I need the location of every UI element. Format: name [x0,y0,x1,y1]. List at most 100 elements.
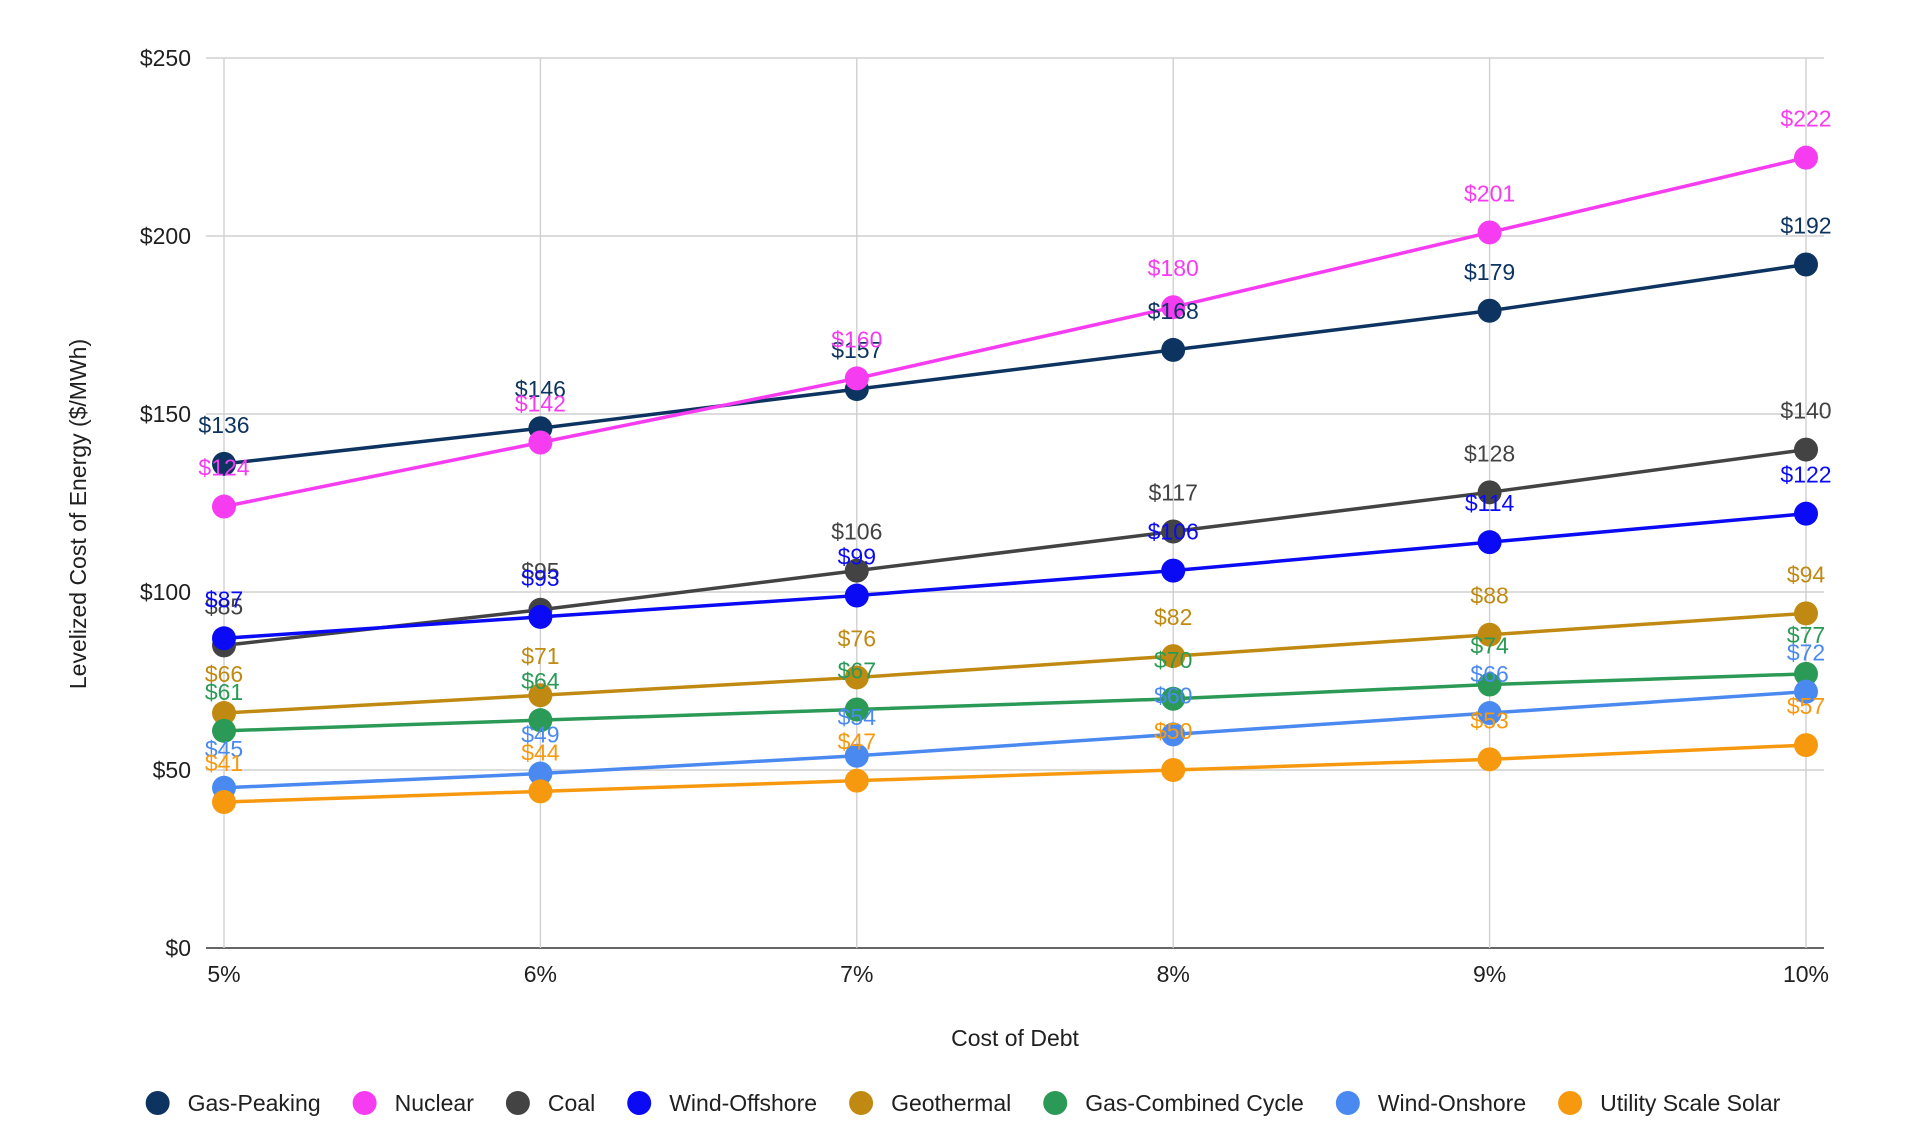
legend-item: Nuclear [352,1090,475,1116]
data-point-utility-scale-solar [1161,758,1186,782]
x-tick-label: 7% [840,961,873,987]
data-label-gas-combined-cycle: $70 [1154,647,1192,673]
data-label-geothermal: $66 [205,661,243,687]
legend-marker [145,1091,170,1115]
data-point-wind-offshore [528,604,553,629]
data-label-gas-combined-cycle: $74 [1470,633,1509,659]
y-tick-label: $150 [140,401,191,427]
x-tick-label: 10% [1783,961,1829,987]
legend-item: Utility Scale Solar [1558,1090,1781,1116]
legend-item: Geothermal [849,1090,1011,1116]
legend-marker [849,1091,874,1115]
legend-marker [627,1091,652,1115]
data-label-utility-scale-solar: $41 [205,750,243,776]
data-point-geothermal [1161,644,1186,669]
legend-marker [1335,1091,1360,1115]
data-label-utility-scale-solar: $44 [521,739,560,765]
data-point-gas-combined-cycle [1477,672,1502,697]
data-label-nuclear: $201 [1464,180,1515,206]
data-point-wind-onshore [1794,679,1818,704]
data-labels: $136 $146 $157 $168 $179 $192 $124 $142 $160 $180… [198,106,1831,776]
data-label-gas-peaking: $179 [1464,259,1515,285]
x-tick-label: 5% [207,961,240,987]
data-label-gas-peaking: $136 [198,412,249,438]
data-point-wind-onshore [844,743,869,768]
data-label-wind-onshore: $60 [1154,682,1192,708]
legend-label: Geothermal [891,1090,1011,1116]
data-label-geothermal: $71 [521,643,559,669]
data-point-coal [844,558,869,583]
series-lines [223,155,1807,804]
series-line-utility-scale-solar [223,743,1807,804]
data-point-geothermal [1477,622,1502,647]
data-label-nuclear: $142 [515,390,566,416]
data-point-nuclear [212,494,236,519]
series-line-nuclear [223,155,1807,509]
data-label-gas-peaking: $157 [831,337,882,363]
legend-marker [505,1091,530,1115]
legend-marker [1558,1091,1583,1115]
data-label-wind-offshore: $122 [1780,462,1831,488]
data-label-wind-onshore: $49 [521,722,559,748]
data-label-wind-offshore: $87 [205,586,243,612]
data-point-wind-offshore [1794,501,1818,526]
data-label-geothermal: $82 [1154,604,1192,630]
legend-label: Utility Scale Solar [1600,1090,1781,1116]
legend-label: Wind-Onshore [1378,1090,1526,1116]
data-point-utility-scale-solar [528,779,553,804]
data-point-gas-peaking [1794,252,1818,277]
data-point-coal [1794,437,1818,462]
data-point-wind-offshore [1477,530,1502,555]
x-tick-label: 6% [524,961,557,987]
data-point-utility-scale-solar [1477,747,1502,772]
series-line-gas-peaking [223,262,1807,466]
data-label-wind-onshore: $54 [838,704,877,730]
data-point-wind-offshore [844,583,869,608]
data-point-wind-onshore [1477,701,1502,726]
legend-label: Wind-Offshore [669,1090,817,1116]
data-point-gas-combined-cycle [528,708,553,733]
data-label-coal: $85 [205,593,243,619]
data-point-wind-onshore [528,761,553,786]
data-label-wind-offshore: $93 [521,565,559,591]
data-label-coal: $140 [1780,398,1831,424]
data-label-wind-onshore: $72 [1787,640,1825,666]
data-label-wind-offshore: $114 [1465,490,1515,516]
data-label-wind-offshore: $99 [838,544,876,570]
data-point-utility-scale-solar [1794,733,1818,758]
data-point-nuclear [1794,145,1818,170]
data-point-coal [1161,519,1186,544]
data-label-utility-scale-solar: $57 [1787,693,1825,719]
data-point-gas-peaking [212,451,236,476]
data-label-nuclear: $222 [1780,106,1831,132]
series-line-coal [223,447,1807,648]
legend-label: Gas-Combined Cycle [1085,1090,1304,1116]
data-point-nuclear [844,366,869,391]
data-label-geothermal: $76 [838,625,876,651]
data-point-nuclear [1161,295,1186,320]
data-point-utility-scale-solar [212,790,236,815]
series-line-geothermal [223,611,1807,715]
x-axis-title: Cost of Debt [951,1025,1079,1051]
legend-label: Nuclear [395,1090,475,1116]
data-label-utility-scale-solar: $47 [838,729,876,755]
data-point-coal [1477,480,1502,505]
data-label-wind-onshore: $45 [205,736,243,762]
y-axis-title: Levelized Cost of Energy ($/MWh) [65,339,91,689]
data-point-gas-combined-cycle [1794,661,1818,686]
y-tick-label: $50 [153,757,191,783]
data-label-gas-combined-cycle: $61 [205,679,243,705]
series-points [212,145,1818,815]
y-tick-label: $0 [165,935,191,961]
series-line-wind-onshore [223,689,1807,790]
data-label-wind-offshore: $106 [1148,519,1199,545]
data-label-coal: $95 [521,558,559,584]
legend-marker [1043,1091,1068,1115]
data-point-nuclear [1477,220,1502,245]
data-point-gas-combined-cycle [212,718,236,743]
legend-item: Coal [505,1090,595,1116]
legend-item: Wind-Onshore [1335,1090,1526,1116]
legend-label: Coal [548,1090,595,1116]
legend-label: Gas-Peaking [188,1090,321,1116]
series-line-gas-combined-cycle [223,672,1807,733]
